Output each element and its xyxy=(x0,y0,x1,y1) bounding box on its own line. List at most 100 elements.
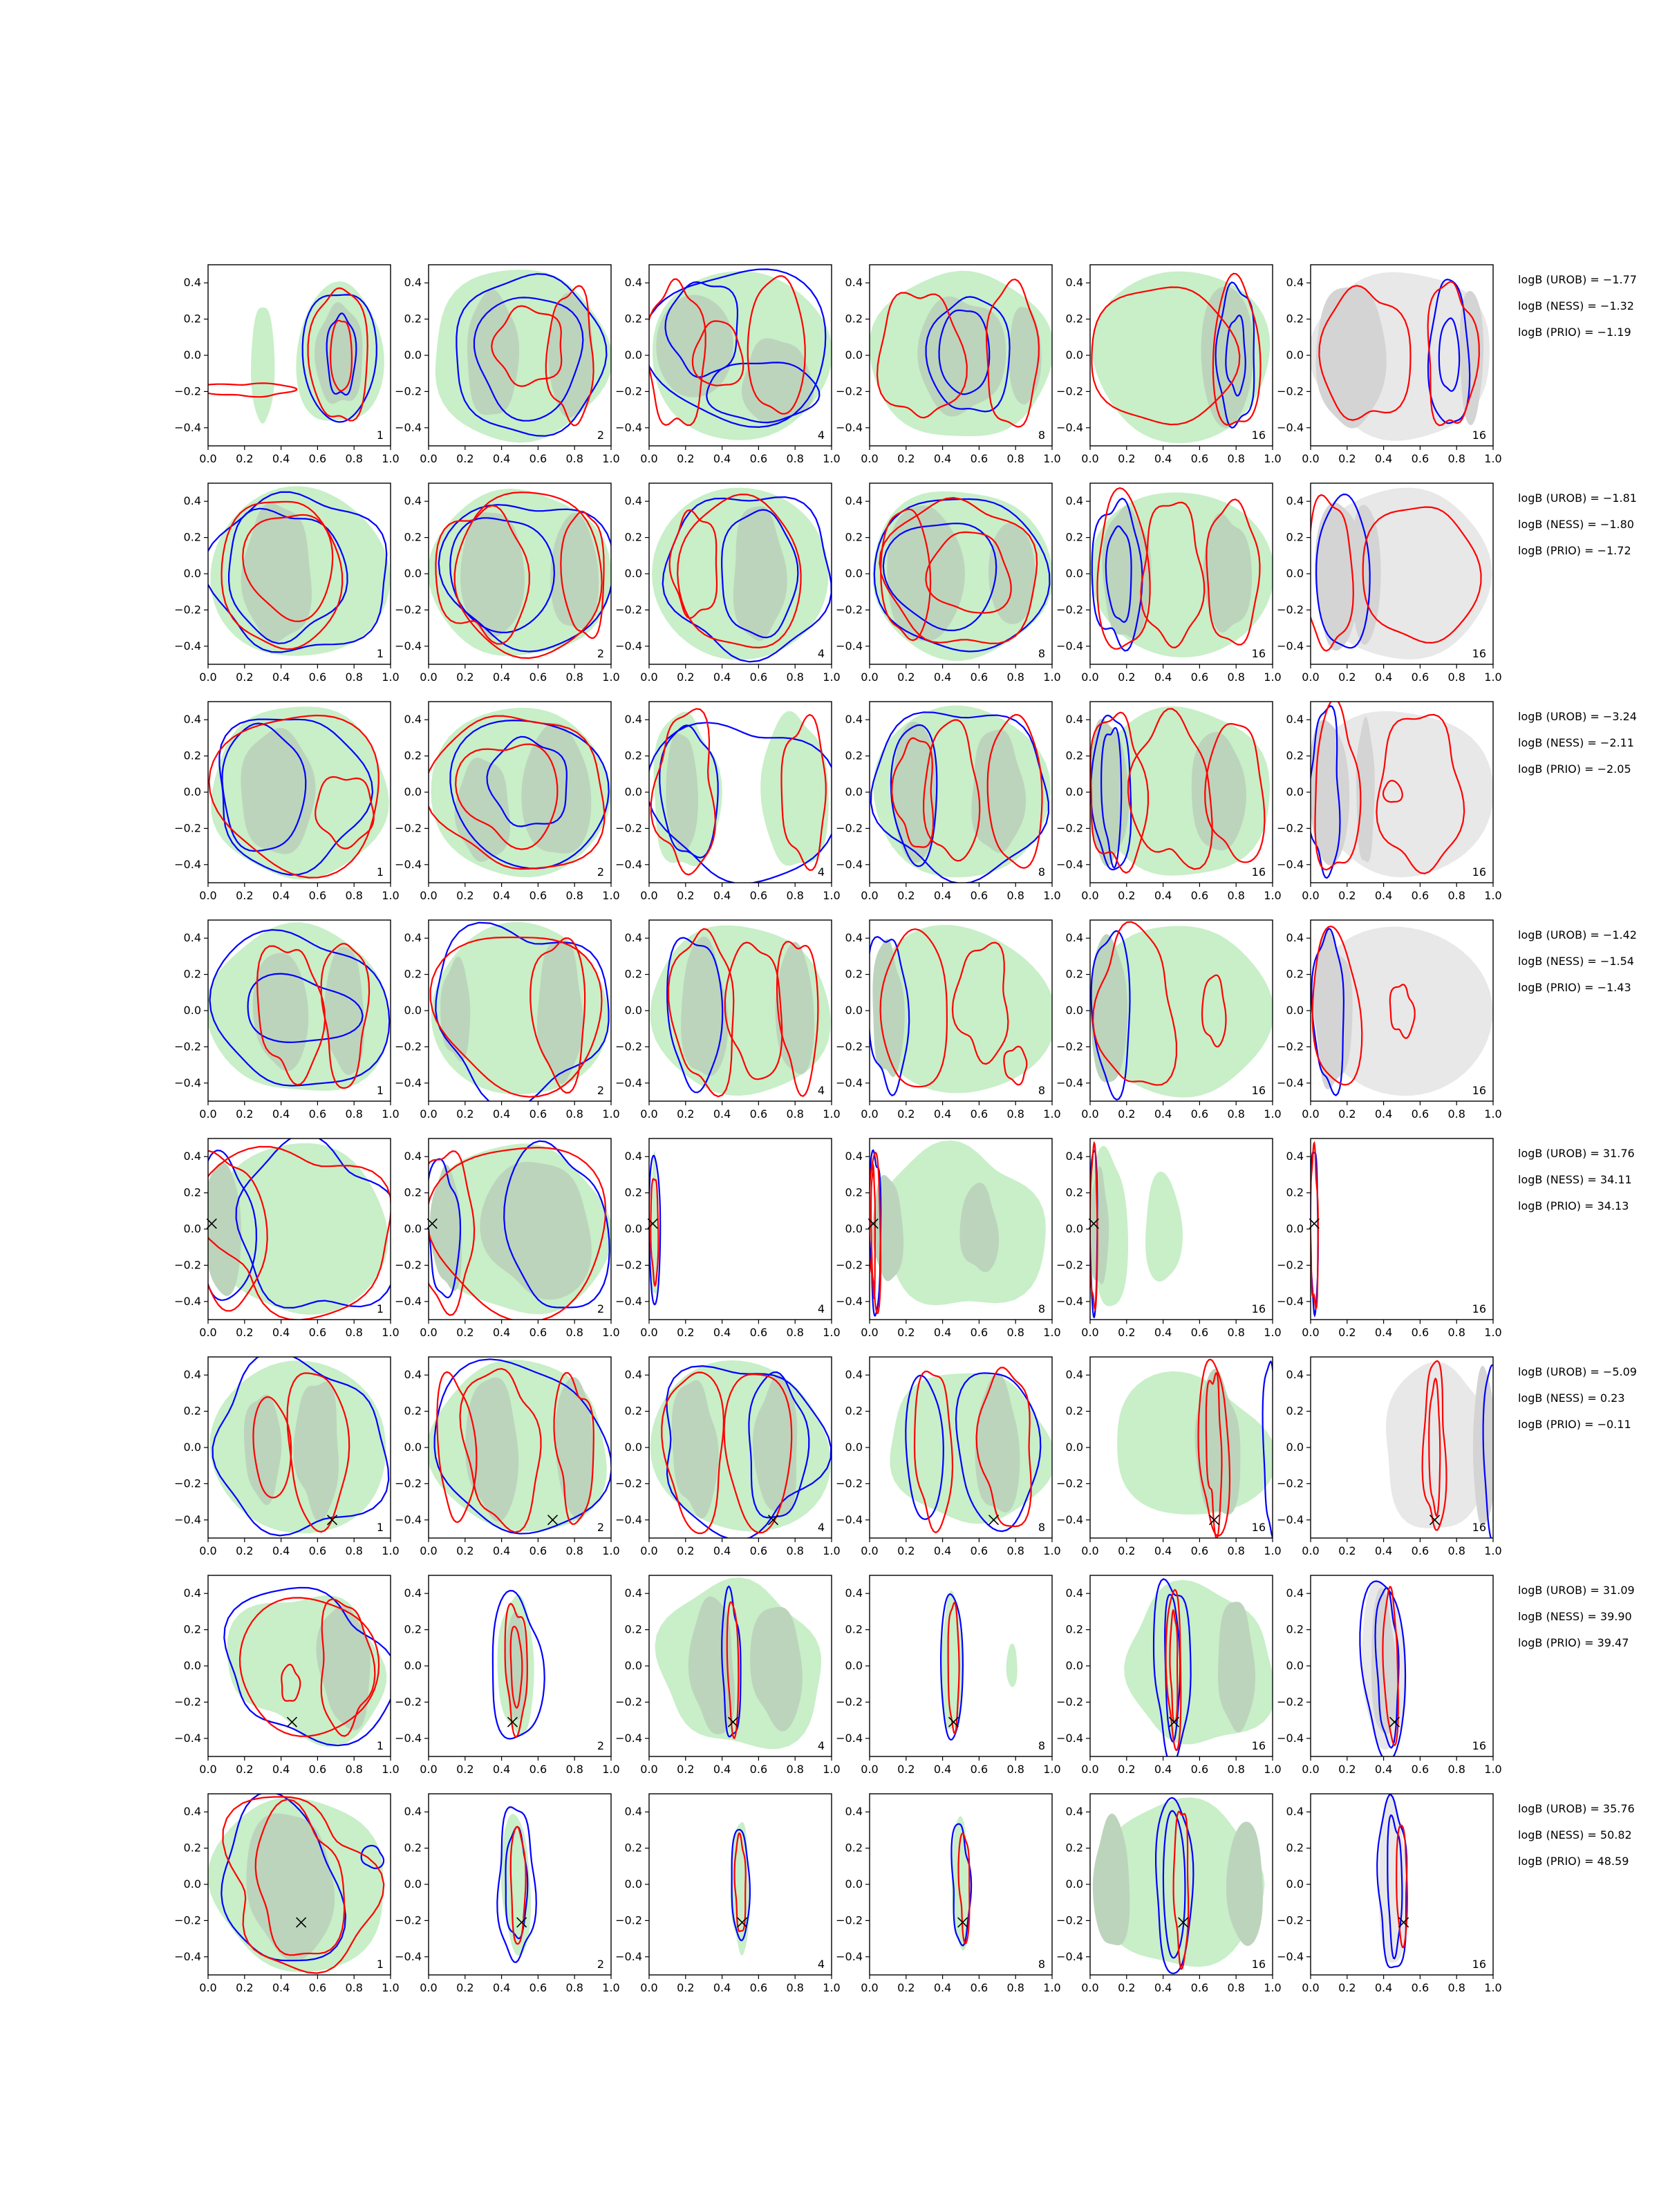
panel-corner-label: 4 xyxy=(818,1739,825,1752)
red-contour xyxy=(677,494,802,649)
x-tick-label: 0.0 xyxy=(420,1544,437,1557)
panel-r1-c4: 0.0 0.2 0.4 0.6 0.8 1.0 −0.4 −0.2 0.0 0.2 0.4 8 xyxy=(836,264,1061,465)
x-tick-label: 1.0 xyxy=(382,1763,399,1776)
y-tick-label: 0.2 xyxy=(1286,312,1304,326)
panel-corner-label: 1 xyxy=(377,1739,384,1752)
x-tick-label: 0.4 xyxy=(934,452,951,465)
y-tick-label: −0.2 xyxy=(615,1040,642,1053)
x-tick-label: 0.6 xyxy=(309,671,326,684)
density-fill xyxy=(521,722,592,854)
y-tick-label: −0.2 xyxy=(395,603,422,616)
panel-corner-label: 2 xyxy=(597,647,604,660)
y-tick-label: −0.2 xyxy=(1056,821,1083,834)
y-tick-label: 0.0 xyxy=(404,1004,422,1017)
x-tick-label: 1.0 xyxy=(823,452,840,465)
true-value-marker xyxy=(507,1716,518,1727)
density-fill xyxy=(656,294,733,397)
x-tick-label: 0.6 xyxy=(529,452,547,465)
y-tick-label: 0.4 xyxy=(1066,1805,1083,1818)
red-contour xyxy=(504,1602,528,1738)
y-tick-label: −0.4 xyxy=(1056,639,1083,653)
y-tick-label: 0.4 xyxy=(404,494,422,507)
panel-corner-label: 1 xyxy=(377,1302,384,1315)
x-tick-label: 0.6 xyxy=(1191,1763,1208,1776)
x-tick-label: 0.0 xyxy=(1081,1326,1098,1339)
logb-urob-row-1: logB (UROB) = −1.77 xyxy=(1518,273,1637,286)
y-tick-label: 0.2 xyxy=(625,1623,642,1636)
y-tick-label: −0.2 xyxy=(836,1477,863,1490)
y-tick-label: 0.4 xyxy=(404,931,422,944)
x-tick-label: 0.0 xyxy=(1302,1107,1319,1121)
x-tick-label: 1.0 xyxy=(1484,1763,1501,1776)
panel-r3-c2: 0.0 0.2 0.4 0.6 0.8 1.0 −0.4 −0.2 0.0 0.2 0.4 2 xyxy=(395,701,620,902)
x-tick-label: 0.8 xyxy=(1227,1981,1244,1994)
red-contour xyxy=(281,1663,301,1702)
x-tick-label: 1.0 xyxy=(382,1107,399,1121)
logb-ness-row-7: logB (NESS) = 39.90 xyxy=(1518,1610,1632,1623)
y-tick-label: 0.4 xyxy=(625,1368,642,1381)
y-tick-label: −0.2 xyxy=(1277,384,1304,397)
panel-corner-label: 4 xyxy=(818,1302,825,1315)
y-tick-label: 0.2 xyxy=(1286,749,1304,762)
y-tick-label: 0.2 xyxy=(404,531,422,544)
red-contour xyxy=(876,292,968,419)
panel-corner-label: 8 xyxy=(1038,1521,1045,1534)
x-tick-label: 1.0 xyxy=(602,671,619,684)
red-contour xyxy=(726,1601,740,1740)
x-tick-label: 0.4 xyxy=(713,1326,731,1339)
y-tick-label: 0.4 xyxy=(845,1150,863,1163)
y-tick-label: 0.4 xyxy=(1286,1368,1304,1381)
x-tick-label: 0.2 xyxy=(236,1763,253,1776)
blue-contour xyxy=(326,312,357,396)
y-tick-label: −0.4 xyxy=(836,1732,863,1745)
y-tick-label: −0.4 xyxy=(836,421,863,434)
y-tick-label: 0.2 xyxy=(625,749,642,762)
x-tick-label: 0.2 xyxy=(456,1326,474,1339)
logb-urob-row-4: logB (UROB) = −1.42 xyxy=(1518,928,1637,941)
panel-r1-c1: 0.0 0.2 0.4 0.6 0.8 1.0 −0.4 −0.2 0.0 0.2 0.4 1 xyxy=(174,264,400,465)
y-tick-label: 0.0 xyxy=(404,1877,422,1891)
panel-corner-label: 16 xyxy=(1252,865,1266,879)
x-tick-label: 0.4 xyxy=(1375,1544,1392,1557)
y-tick-label: −0.4 xyxy=(395,1295,422,1308)
y-tick-label: 0.4 xyxy=(625,1586,642,1600)
y-tick-label: 0.2 xyxy=(1066,1623,1083,1636)
x-tick-label: 1.0 xyxy=(1043,1326,1060,1339)
y-tick-label: 0.2 xyxy=(1066,312,1083,326)
y-tick-label: 0.2 xyxy=(845,968,863,981)
x-tick-label: 0.8 xyxy=(565,1544,583,1557)
x-tick-label: 0.4 xyxy=(1154,1326,1172,1339)
x-tick-label: 0.2 xyxy=(897,452,915,465)
x-tick-label: 0.8 xyxy=(345,889,362,902)
y-tick-label: 0.0 xyxy=(625,1877,642,1891)
panel-corner-label: 16 xyxy=(1472,647,1486,660)
y-tick-label: 0.0 xyxy=(184,1659,201,1672)
blue-contour xyxy=(212,1357,390,1537)
x-tick-label: 0.0 xyxy=(861,452,878,465)
panel-r4-c3: 0.0 0.2 0.4 0.6 0.8 1.0 −0.4 −0.2 0.0 0.2 0.4 4 xyxy=(615,919,841,1121)
red-contour xyxy=(256,945,326,1086)
blue-contour xyxy=(1105,525,1132,624)
red-contour xyxy=(435,505,530,645)
blue-contour xyxy=(1438,317,1461,392)
red-contour xyxy=(553,1371,594,1526)
x-tick-label: 1.0 xyxy=(1484,1544,1501,1557)
y-tick-label: −0.2 xyxy=(836,1258,863,1271)
panel-r8-c5: 0.0 0.2 0.4 0.6 0.8 1.0 −0.4 −0.2 0.0 0.2 0.4 16 xyxy=(1056,1793,1282,1994)
y-tick-label: −0.2 xyxy=(615,1695,642,1708)
panel-corner-label: 16 xyxy=(1252,1521,1266,1534)
panel-r6-c2: 0.0 0.2 0.4 0.6 0.8 1.0 −0.4 −0.2 0.0 0.2 0.4 2 xyxy=(395,1356,620,1557)
blue-contour xyxy=(666,937,724,1094)
x-tick-label: 0.8 xyxy=(565,1107,583,1121)
logb-ness-row-5: logB (NESS) = 34.11 xyxy=(1518,1173,1632,1186)
x-tick-label: 0.6 xyxy=(1191,452,1208,465)
y-tick-label: −0.2 xyxy=(1056,1695,1083,1708)
y-tick-label: 0.2 xyxy=(184,312,201,326)
x-tick-label: 0.6 xyxy=(971,1981,988,1994)
red-contour xyxy=(1314,702,1362,871)
y-tick-label: 0.2 xyxy=(845,1186,863,1199)
true-value-marker xyxy=(286,1716,298,1727)
panel-r6-c3: 0.0 0.2 0.4 0.6 0.8 1.0 −0.4 −0.2 0.0 0.2 0.4 4 xyxy=(615,1356,841,1557)
panel-corner-label: 4 xyxy=(818,429,825,442)
x-tick-label: 0.0 xyxy=(861,671,878,684)
